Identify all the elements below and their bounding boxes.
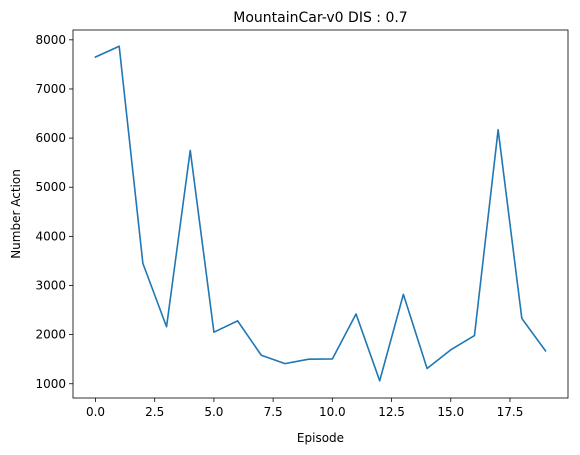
x-tick-label: 15.0 [437, 405, 464, 419]
y-tick-label: 2000 [35, 328, 66, 342]
y-tick-label: 6000 [35, 131, 66, 145]
y-axis: 1000 2000 3000 4000 5000 6000 7000 8000 [35, 33, 73, 391]
plot-area [72, 29, 569, 399]
x-tick-label: 2.5 [145, 405, 164, 419]
y-tick-label: 8000 [35, 33, 66, 47]
chart-title: MountainCar-v0 DIS : 0.7 [233, 10, 407, 26]
x-tick-label: 17.5 [497, 405, 524, 419]
y-axis-title: Number Action [9, 169, 23, 259]
y-tick-label: 7000 [35, 82, 66, 96]
x-tick-label: 5.0 [204, 405, 223, 419]
x-axis: 0.0 2.5 5.0 7.5 10.0 12.5 15.0 17.5 [86, 398, 523, 419]
x-tick-label: 0.0 [86, 405, 105, 419]
x-axis-title: Episode [297, 431, 344, 445]
y-tick-label: 4000 [35, 229, 66, 243]
y-tick-label: 3000 [35, 278, 66, 292]
series-line-0 [94, 45, 547, 382]
x-tick-label: 12.5 [378, 405, 405, 419]
plot-frame [72, 29, 569, 399]
x-tick-label: 10.0 [319, 405, 346, 419]
y-tick-label: 1000 [35, 377, 66, 391]
y-tick-label: 5000 [35, 180, 66, 194]
x-tick-label: 7.5 [264, 405, 283, 419]
